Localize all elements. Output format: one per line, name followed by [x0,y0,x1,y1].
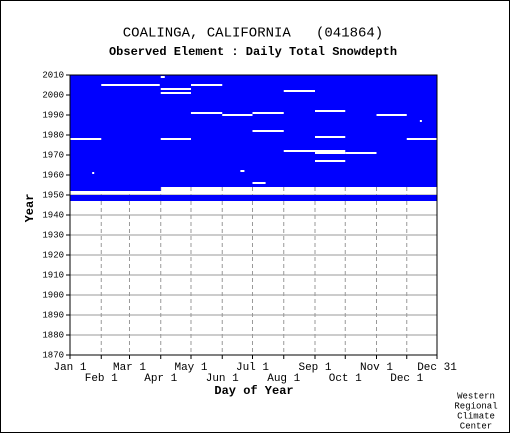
missing-data [315,136,346,138]
x-tick-label: Mar 1 [113,362,146,374]
credit-line: Western [457,391,495,401]
x-tick-label: Nov 1 [360,362,393,374]
y-tick-label: 1890 [42,310,64,320]
missing-data [160,138,191,140]
y-tick-label: 1940 [42,210,64,220]
missing-data [315,110,346,112]
y-tick-label: 2000 [42,90,64,100]
y-tick-label: 1920 [42,250,64,260]
chart-title: COALINGA, CALIFORNIA (041864) [123,26,383,42]
missing-data [252,130,284,132]
credit-line: Regional [454,401,497,411]
missing-data [222,114,253,116]
missing-data [190,84,223,86]
missing-data [315,152,346,154]
missing-data [160,92,191,94]
x-tick-label: Jul 1 [236,362,269,374]
missing-data [160,88,191,90]
x-tick-label: Dec 31 [417,362,457,374]
missing-data [315,160,346,162]
credit-line: Center [460,421,492,431]
x-tick-label: Jan 1 [53,362,86,374]
credit-line: Climate [457,411,495,421]
missing-data [252,112,284,114]
chart-subtitle: Observed Element : Daily Total Snowdepth [109,45,397,59]
missing-data [190,112,223,114]
missing-data [160,76,165,78]
x-tick-label: Aug 1 [267,373,300,385]
missing-data [376,114,407,116]
y-tick-label: 1960 [42,170,64,180]
x-tick-label: Jun 1 [206,373,239,385]
data-coverage [70,187,161,191]
x-axis-label: Day of Year [214,384,293,398]
missing-data [101,84,160,86]
missing-data [92,172,95,174]
missing-data [283,150,316,152]
y-tick-label: 1880 [42,330,64,340]
y-tick-label: 1950 [42,190,64,200]
y-tick-label: 1970 [42,150,64,160]
y-axis-label: Year [23,194,37,223]
x-tick-label: Dec 1 [390,373,423,385]
data-coverage [70,195,437,201]
y-tick-label: 1900 [42,290,64,300]
y-tick-label: 1980 [42,130,64,140]
y-tick-label: 1910 [42,270,64,280]
missing-data [315,150,346,152]
missing-data [406,138,437,140]
y-tick-label: 1930 [42,230,64,240]
missing-data [240,170,245,172]
missing-data [345,152,377,154]
x-tick-label: May 1 [174,362,207,374]
y-tick-label: 2010 [42,70,64,80]
x-tick-label: Feb 1 [85,373,118,385]
missing-data [283,90,316,92]
x-tick-label: Apr 1 [144,373,177,385]
plot-border [69,74,438,356]
missing-data [252,182,266,184]
missing-data [419,120,422,122]
y-tick-label: 1990 [42,110,64,120]
x-tick-label: Sep 1 [298,362,331,374]
missing-data [70,138,102,140]
y-tick-label: 1870 [42,350,64,360]
x-tick-label: Oct 1 [329,373,362,385]
